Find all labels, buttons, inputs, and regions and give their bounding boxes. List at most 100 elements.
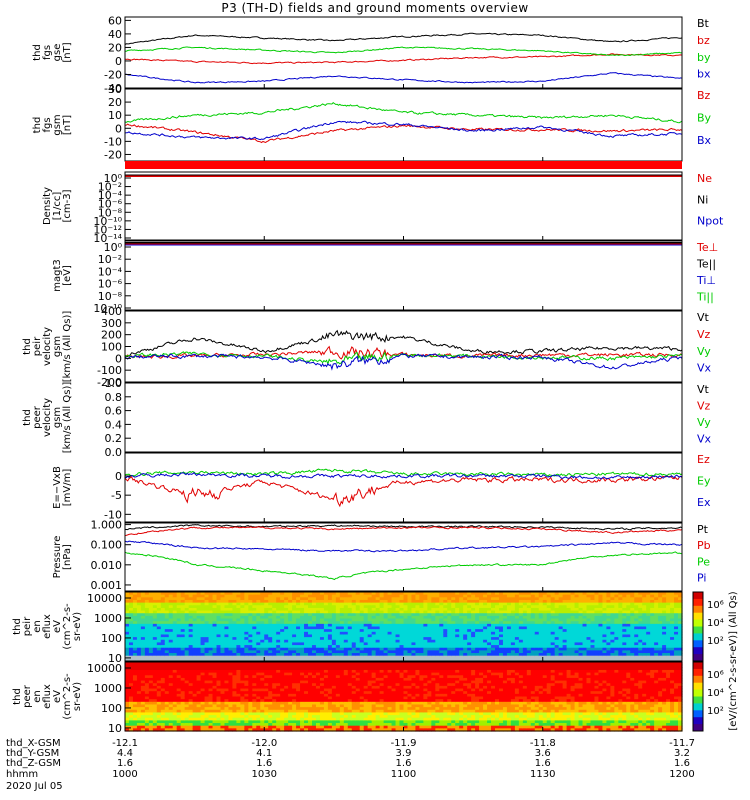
- y-tick-label: 10⁻¹⁰: [93, 302, 122, 315]
- y-tick-label: 10: [108, 722, 122, 735]
- y-axis-label: sr-eV): [72, 612, 83, 641]
- y-axis-label: magt3: [52, 259, 63, 292]
- y-tick-label: 10⁻¹⁴: [93, 232, 122, 245]
- y-tick-label: 100: [101, 341, 122, 354]
- y-tick-label: 40: [108, 28, 122, 41]
- colorbar-tick-label: 10⁴: [707, 688, 724, 699]
- legend-label-by: By: [697, 112, 712, 125]
- colorbar-label: [eV/(cm^2-s-sr-eV)] (All Qs): [728, 591, 739, 730]
- y-axis-label: Pressure: [52, 536, 63, 579]
- series-line-ey: [124, 468, 683, 477]
- y-tick-label: 10⁰: [104, 172, 123, 185]
- y-axis-label: thd: [22, 338, 33, 355]
- orbit-row-label: thd_X-GSM: [6, 738, 61, 749]
- panel-p6: 0.00.20.40.60.81.0 thd peer velocity gsm [km/…: [22, 377, 712, 459]
- y-axis-label: gsm: [52, 407, 63, 428]
- orbit-value: -12.0: [251, 738, 278, 749]
- series-line-pt: [124, 524, 683, 531]
- y-tick-label: -10: [104, 135, 122, 148]
- series-line-ex: [124, 472, 683, 480]
- y-tick-label: 10⁻²: [98, 181, 122, 194]
- y-tick-label: 60: [108, 14, 122, 27]
- y-axis-label: [nT]: [62, 115, 73, 135]
- legend-label-bz: Bz: [697, 89, 711, 102]
- series-line-pi: [124, 540, 683, 553]
- y-tick-label: 0.001: [91, 579, 123, 592]
- orbit-value: 1.6: [674, 758, 690, 770]
- y-axis-label: peir: [32, 336, 43, 356]
- panel-p8: 1.000 0.100 0.010 0.001 Pressure [nPa] Pt Pb Pe P…: [52, 519, 711, 592]
- series-line-bx: [124, 72, 683, 84]
- y-axis-label: thd: [12, 618, 23, 635]
- legend-label-ti: Ti⊥: [696, 274, 716, 287]
- y-axis-label: [cm-3]: [62, 189, 73, 222]
- legend-label-vy: Vy: [697, 416, 711, 429]
- y-tick-label: 0.0: [105, 446, 123, 459]
- panel-frame: [124, 452, 683, 523]
- y-axis-label: gsm: [52, 114, 63, 135]
- legend-label-vt: Vt: [697, 383, 710, 396]
- y-tick-label: 10⁻⁶: [98, 278, 123, 291]
- y-axis-label: [km/s (All Qs)]: [62, 382, 73, 454]
- legend-label-ey: Ey: [697, 475, 711, 488]
- series-line-bz: [124, 123, 683, 144]
- legend-label-by: by: [697, 51, 711, 64]
- orbit-value: 1.6: [117, 758, 133, 770]
- y-axis-label: en: [32, 690, 43, 703]
- panel-p9: 10⁶ 10⁴ 10² 10000 1000 100 10 thd peir en eflux eV(…: [12, 591, 724, 665]
- y-tick-label: 0.010: [91, 559, 123, 572]
- series-line-bx: [124, 120, 683, 141]
- orbit-row-label: thd_Y-GSM: [6, 748, 60, 760]
- y-tick-label: 0.4: [105, 418, 123, 431]
- colorbar-tick-label: 10²: [707, 706, 724, 717]
- series-line-bz: [124, 53, 683, 65]
- y-tick-label: 0: [115, 470, 122, 483]
- y-tick-label: 10⁻¹²: [93, 223, 122, 236]
- y-axis-label: peer: [32, 405, 43, 429]
- chart-title: P3 (TH-D) fields and ground moments over…: [221, 1, 529, 15]
- y-tick-label: 10⁻⁸: [98, 290, 123, 303]
- legend-label-bx: Bx: [697, 134, 712, 147]
- orbit-value: 1200: [669, 768, 695, 780]
- legend-label-ni: Ni: [697, 193, 708, 206]
- legend-label-vy: Vy: [697, 345, 711, 358]
- y-axis-label: (cm^2-s-: [62, 673, 73, 720]
- y-axis-label: fgs: [42, 117, 53, 132]
- y-axis-label: eV: [52, 690, 63, 703]
- y-tick-label: 0.100: [91, 539, 123, 552]
- orbit-value: 4.4: [117, 748, 133, 760]
- y-axis-label: Density: [42, 187, 53, 225]
- y-tick-label: 0: [115, 352, 122, 365]
- y-tick-label: 1.000: [91, 519, 123, 532]
- y-axis-label: E=−VxB: [52, 466, 63, 509]
- colorbar: [692, 661, 704, 732]
- y-tick-label: 400: [101, 305, 122, 318]
- y-tick-label: 0.6: [105, 405, 123, 418]
- y-axis-label: peir: [22, 616, 33, 636]
- legend-label-ti: Ti||: [696, 290, 714, 303]
- y-tick-label: -40: [104, 82, 122, 95]
- y-tick-label: 30: [108, 83, 122, 96]
- orbit-value: -11.7: [669, 738, 695, 749]
- colorbar: [692, 591, 704, 662]
- panel-frame: [124, 88, 683, 162]
- y-axis-label: thd: [32, 117, 43, 134]
- orbit-value: 1.6: [534, 758, 551, 770]
- series-line-by: [124, 102, 683, 124]
- legend-label-te: Te||: [696, 257, 716, 270]
- y-axis-label: [nT]: [62, 42, 73, 62]
- y-tick-label: 0.2: [105, 432, 123, 445]
- y-tick-label: 100: [101, 632, 122, 645]
- y-axis-label: eflux: [42, 614, 53, 639]
- panel-p10: 10⁶ 10⁴ 10² 10000 1000 100 10 thd peer en eflux eV(…: [12, 661, 724, 735]
- legend-label-ez: Ez: [697, 453, 710, 466]
- panel-frame: [124, 382, 683, 453]
- y-tick-label: 10000: [87, 662, 122, 675]
- y-tick-label: -20: [104, 68, 122, 81]
- orbit-value: 3.6: [534, 748, 551, 760]
- legend-label-vz: Vz: [697, 328, 711, 341]
- y-axis-label: velocity: [42, 398, 53, 437]
- y-tick-label: 10⁻⁸: [98, 206, 123, 219]
